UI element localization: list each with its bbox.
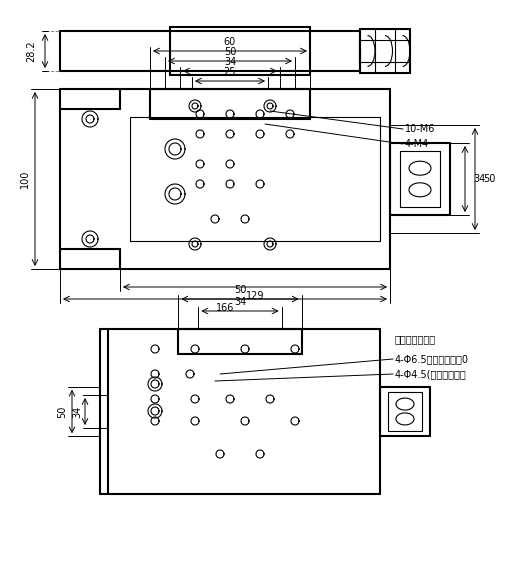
Text: 4-M4: 4-M4 xyxy=(405,139,430,149)
Text: 34: 34 xyxy=(224,57,236,67)
Text: 50: 50 xyxy=(234,285,246,295)
Text: 50: 50 xyxy=(57,405,67,417)
Text: 60: 60 xyxy=(224,37,236,47)
Text: 166: 166 xyxy=(216,303,234,313)
Text: 34: 34 xyxy=(234,297,246,307)
Text: 129: 129 xyxy=(246,291,264,301)
Text: 34: 34 xyxy=(72,405,82,417)
Text: 10-M6: 10-M6 xyxy=(405,124,435,134)
Text: 4-Φ6.5（安装固定孔0: 4-Φ6.5（安装固定孔0 xyxy=(395,354,469,364)
Text: 50: 50 xyxy=(483,174,495,184)
Text: 背面安装固定孔: 背面安装固定孔 xyxy=(395,334,436,344)
Text: 25: 25 xyxy=(224,67,236,77)
Text: 100: 100 xyxy=(20,170,30,188)
Text: 28.2: 28.2 xyxy=(26,40,36,62)
Text: 4-Φ4.5(安装固定孔）: 4-Φ4.5(安装固定孔） xyxy=(395,369,467,379)
Text: 50: 50 xyxy=(224,47,236,57)
Text: 34: 34 xyxy=(473,174,485,184)
